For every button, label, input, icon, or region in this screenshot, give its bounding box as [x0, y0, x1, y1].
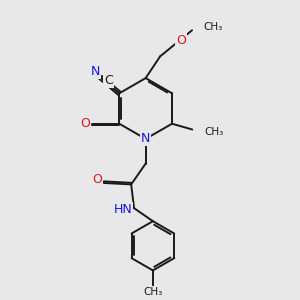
- Text: N: N: [141, 132, 150, 146]
- Text: N: N: [91, 65, 100, 78]
- Text: O: O: [92, 173, 102, 186]
- Text: HN: HN: [114, 203, 132, 216]
- Text: CH₃: CH₃: [204, 127, 224, 137]
- Text: C: C: [104, 74, 113, 87]
- Text: CH₃: CH₃: [203, 22, 222, 32]
- Text: O: O: [80, 117, 90, 130]
- Text: O: O: [176, 34, 186, 47]
- Text: CH₃: CH₃: [143, 287, 163, 297]
